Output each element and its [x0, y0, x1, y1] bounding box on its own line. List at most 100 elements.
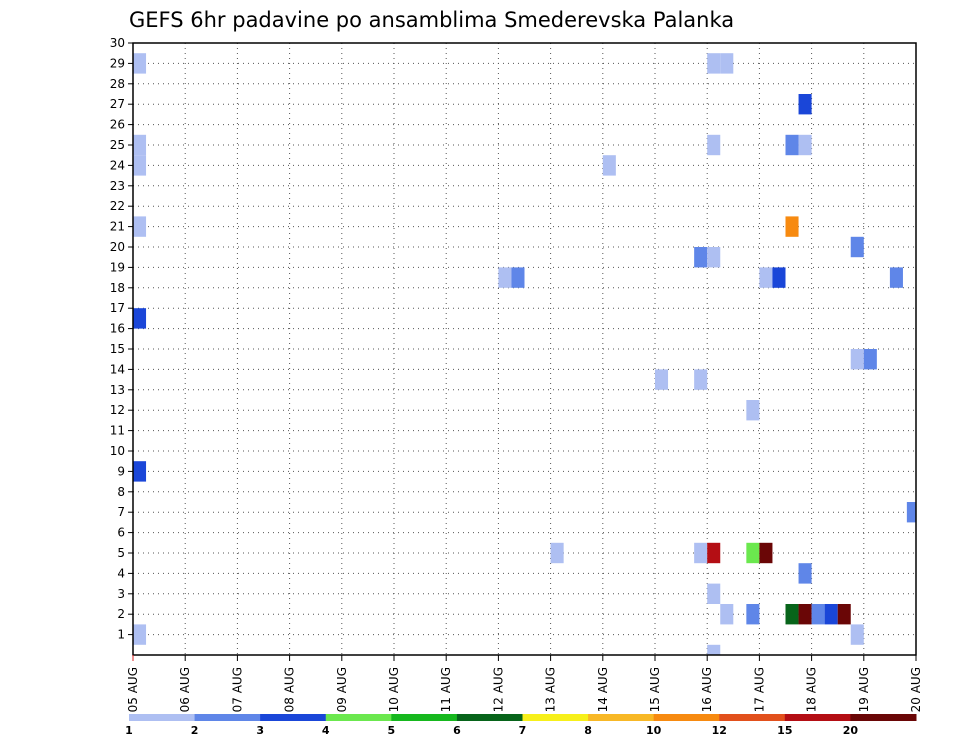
precip-cell [498, 267, 512, 288]
precip-cell [133, 155, 147, 176]
colorbar-swatch [260, 714, 327, 721]
precip-cell [759, 542, 773, 564]
y-tick-label: 5 [117, 546, 125, 560]
colorbar-label: 1 [125, 724, 133, 737]
y-tick-label: 17 [110, 301, 125, 315]
precip-cell [655, 369, 669, 390]
x-tick-label: 17 AUG [752, 667, 766, 712]
precip-cell [906, 502, 916, 523]
y-tick-label: 10 [110, 444, 125, 458]
precip-cell [811, 604, 825, 625]
precip-cell [133, 624, 147, 645]
y-tick-label: 11 [110, 424, 125, 438]
x-tick-label: 19 AUG [857, 667, 871, 712]
precip-cell [511, 267, 525, 288]
precip-cell [707, 134, 721, 156]
colorbar-swatch [325, 714, 392, 721]
x-tick-label: 14 AUG [596, 667, 610, 712]
colorbar-swatch [588, 714, 655, 721]
precip-cell [759, 267, 773, 288]
y-tick-label: 9 [117, 464, 125, 478]
y-tick-label: 3 [117, 587, 125, 601]
y-tick-label: 26 [110, 118, 125, 132]
colorbar-swatch [194, 714, 261, 721]
colorbar-label: 6 [453, 724, 461, 737]
precip-cell [550, 542, 564, 564]
x-tick-label: 10 AUG [387, 667, 401, 712]
x-tick-label: 15 AUG [648, 667, 662, 712]
colorbar-swatch [719, 714, 786, 721]
precip-cell [798, 94, 812, 115]
precip-cell [850, 236, 864, 258]
y-tick-label: 12 [110, 403, 125, 417]
y-tick-label: 6 [117, 526, 125, 540]
colorbar-label: 12 [712, 724, 727, 737]
colorbar: 1 2 3 4 5 6 7 8 10 12 15 20 [125, 714, 917, 737]
colorbar-swatch [129, 714, 196, 721]
x-tick-label: 06 AUG [178, 667, 192, 712]
y-tick-label: 24 [110, 158, 125, 172]
y-tick-label: 22 [110, 199, 125, 213]
precip-cell [720, 604, 734, 625]
precip-cell [602, 155, 616, 176]
colorbar-swatch [391, 714, 458, 721]
precip-cell [850, 624, 864, 645]
precip-cell [798, 134, 812, 156]
precip-cell [133, 216, 147, 237]
y-tick-label: 28 [110, 77, 125, 91]
y-tick-label: 1 [117, 628, 125, 642]
precip-cell [746, 542, 760, 564]
precip-cell [707, 542, 721, 564]
y-tick-label: 21 [110, 220, 125, 234]
x-tick-label: 16 AUG [700, 667, 714, 712]
y-tick-label: 2 [117, 607, 125, 621]
colorbar-swatch [522, 714, 589, 721]
precip-cell [133, 461, 147, 482]
y-tick-label: 14 [110, 362, 125, 376]
precip-cell [694, 542, 708, 564]
y-tick-label: 13 [110, 383, 125, 397]
precip-cell [824, 604, 838, 625]
colorbar-label: 15 [777, 724, 792, 737]
precip-cell [798, 563, 812, 584]
precip-cell [785, 134, 799, 156]
precip-cell [707, 644, 721, 655]
y-tick-label: 4 [117, 566, 125, 580]
colorbar-swatch [850, 714, 917, 721]
y-tick-label: 23 [110, 179, 125, 193]
y-tick-label: 30 [110, 36, 125, 50]
colorbar-label: 7 [519, 724, 527, 737]
x-tick-label: 20 AUG [909, 667, 923, 712]
y-tick-label: 27 [110, 97, 125, 111]
x-tick-label: 05 AUG [126, 667, 140, 712]
precip-cell [133, 53, 147, 74]
x-tick-label: 18 AUG [805, 667, 819, 712]
x-tick-label: 13 AUG [544, 667, 558, 712]
precip-cell [772, 267, 786, 288]
y-tick-label: 20 [110, 240, 125, 254]
precip-cell [746, 400, 760, 421]
precip-cell [785, 216, 799, 237]
colorbar-label: 4 [322, 724, 330, 737]
x-tick-label: 11 AUG [439, 667, 453, 712]
y-tick-label: 19 [110, 260, 125, 274]
colorbar-label: 2 [191, 724, 199, 737]
y-tick-label: 16 [110, 322, 125, 336]
precip-cell [720, 53, 734, 74]
precip-cell [133, 308, 147, 329]
precip-cell [850, 349, 864, 370]
y-tick-label: 7 [117, 505, 125, 519]
precip-cell [707, 53, 721, 74]
colorbar-swatch [456, 714, 523, 721]
x-tick-label: 09 AUG [335, 667, 349, 712]
colorbar-label: 3 [256, 724, 264, 737]
x-tick-label: 08 AUG [283, 667, 297, 712]
precip-cell [707, 247, 721, 268]
precip-cell [746, 604, 760, 625]
precip-cell [889, 267, 903, 288]
precip-cell [837, 604, 851, 625]
y-tick-label: 15 [110, 342, 125, 356]
x-tick-label: 12 AUG [491, 667, 505, 712]
precip-cells [133, 53, 916, 655]
